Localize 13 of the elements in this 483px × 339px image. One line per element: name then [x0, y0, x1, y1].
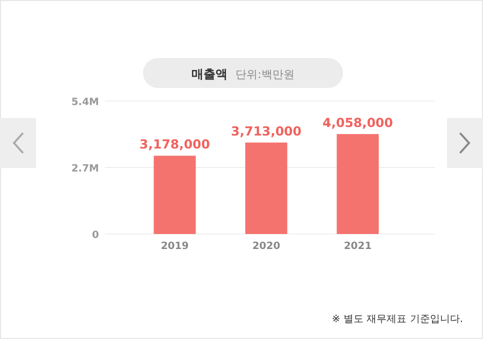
text: ※ 별도 재무제표 기준입니다.: [332, 314, 463, 325]
title: 매출액 단위:백만원: [143, 58, 343, 88]
data-label: 3,713,000: [231, 124, 302, 139]
x-tick-label: 2019: [160, 241, 189, 252]
x-tick-label: 2021: [344, 241, 372, 252]
chart-subtitle: 단위:백만원: [236, 68, 294, 81]
data-label: 4,058,000: [322, 115, 394, 130]
data-label: 3,178,000: [140, 136, 210, 152]
y-tick-label: 5.4M: [71, 97, 100, 108]
y-tick-label: 0: [92, 230, 100, 241]
y-tick-label: 2.7M: [71, 164, 100, 174]
chart-title: 매출액: [192, 67, 228, 81]
x-tick-label: 2020: [252, 241, 280, 252]
